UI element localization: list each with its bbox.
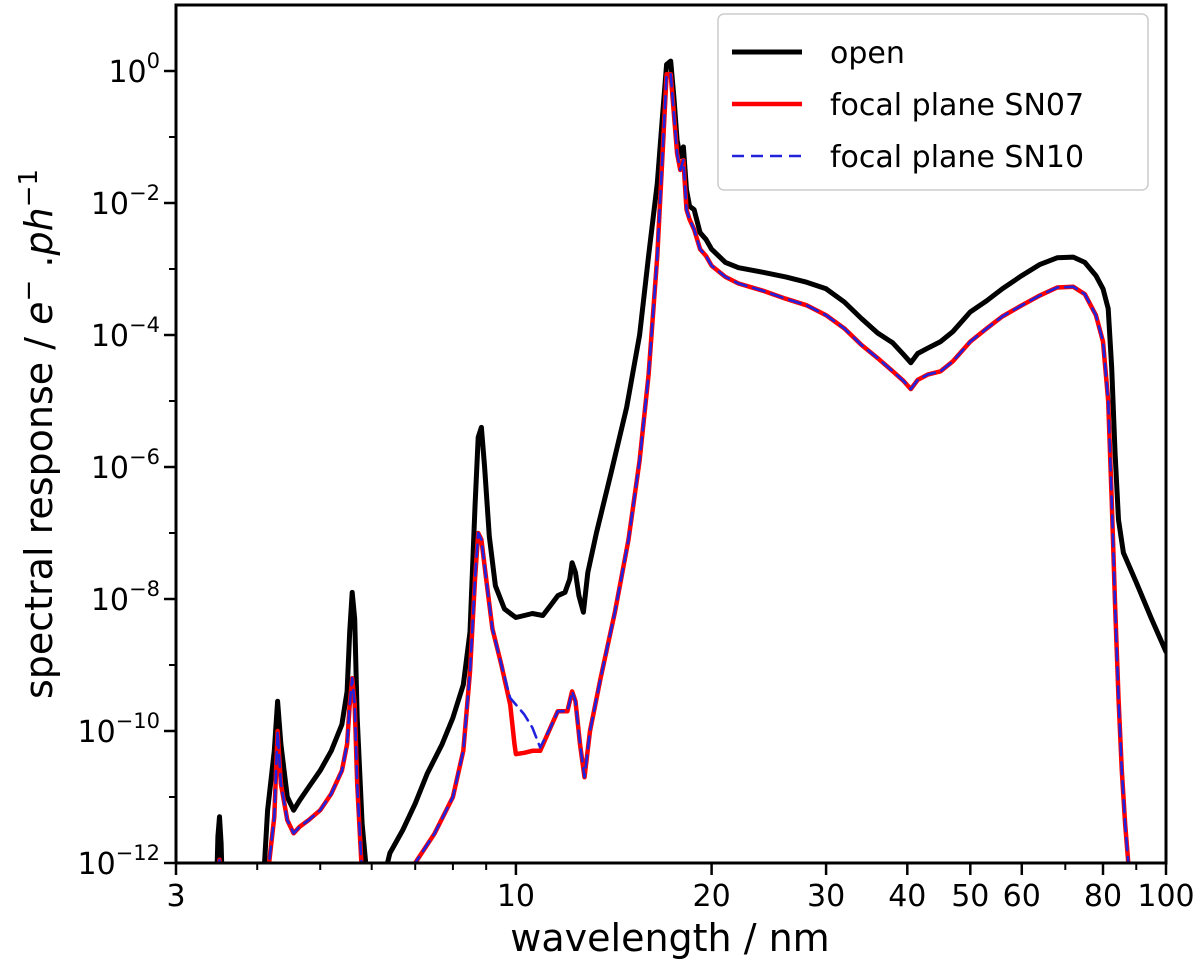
y-axis-label-e-sup: − (14, 280, 44, 302)
y-axis-label-ph-sup: −1 (14, 169, 44, 207)
y-axis-label: spectral response / e− .ph−1 (14, 169, 61, 699)
series-line-1 (214, 58, 1166, 863)
series-line-3 (217, 73, 1130, 863)
y-tick-base: 10 (91, 319, 129, 354)
legend: open focal plane SN07 focal plane SN10 (717, 13, 1149, 191)
y-tick-exponent: −8 (129, 577, 160, 601)
y-tick-label: 10−6 (91, 445, 160, 486)
y-tick-base: 10 (91, 187, 129, 222)
x-tick-label: 40 (888, 879, 926, 914)
plot-series (214, 58, 1166, 863)
series-line-2 (217, 72, 1131, 863)
x-tick-labels: 3 10 20 30 40 50 60 80 100 (166, 879, 1194, 914)
y-tick-exponent: −4 (129, 313, 160, 337)
x-tick-label: 30 (807, 879, 845, 914)
y-tick-base: 10 (91, 583, 129, 618)
y-tick-base: 10 (77, 847, 115, 882)
y-tick-label: 10−12 (77, 841, 160, 882)
y-axis-label-e: e (17, 301, 61, 324)
y-tick-label: 10−4 (91, 313, 160, 354)
x-tick-label: 3 (166, 879, 185, 914)
y-tick-exponent: 0 (147, 49, 160, 73)
y-tick-base: 10 (108, 55, 146, 90)
x-tick-label: 100 (1137, 879, 1194, 914)
legend-label: open (830, 36, 905, 71)
y-tick-base: 10 (77, 715, 115, 750)
y-tick-exponent: −2 (129, 181, 160, 205)
x-tick-label: 80 (1084, 879, 1122, 914)
y-tick-label: 10−2 (91, 181, 160, 222)
y-axis-label-prefix: spectral response / (17, 325, 61, 699)
y-tick-label: 10−10 (77, 709, 160, 750)
x-tick-label: 10 (497, 879, 535, 914)
legend-label: focal plane SN10 (830, 140, 1084, 175)
legend-label: focal plane SN07 (830, 88, 1084, 123)
y-axis-label-middle: . (17, 255, 61, 279)
plot-frame (174, 3, 1168, 865)
y-axis-label-ph: ph (17, 207, 61, 256)
y-tick-base: 10 (91, 451, 129, 486)
y-tick-label: 10−8 (91, 577, 160, 618)
x-tick-label: 60 (1003, 879, 1041, 914)
y-tick-exponent: −12 (116, 841, 160, 865)
axis-ticks (164, 69, 1168, 875)
y-tick-exponent: −10 (116, 709, 160, 733)
y-tick-exponent: −6 (129, 445, 160, 469)
y-tick-label: 100 (108, 49, 160, 90)
x-tick-label: 50 (951, 879, 989, 914)
x-tick-label: 20 (693, 879, 731, 914)
x-axis-label: wavelength / nm (510, 916, 829, 960)
legend-box (717, 13, 1149, 191)
